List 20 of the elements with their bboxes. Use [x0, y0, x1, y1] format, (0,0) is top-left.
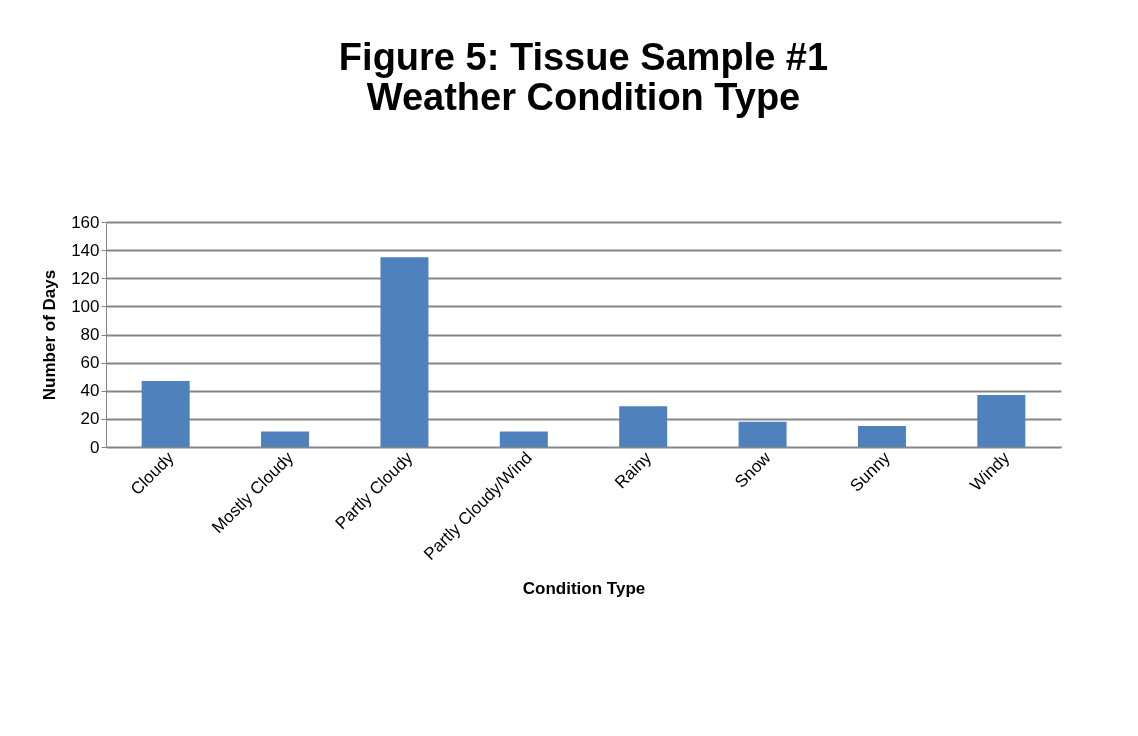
bar [619, 406, 668, 447]
chart-title: Figure 5: Tissue Sample #1 Weather Condition Type [338, 36, 829, 118]
bar [857, 425, 906, 447]
x-axis-title: Condition Type [522, 579, 646, 599]
y-tick-label: 80 [80, 325, 100, 344]
y-tick-label: 40 [80, 381, 100, 401]
bar [738, 421, 787, 447]
bar [380, 257, 429, 447]
y-tick-label: 140 [71, 240, 100, 260]
bar [977, 394, 1026, 447]
y-tick-label: 20 [80, 409, 100, 429]
y-tick-label: 0 [90, 437, 100, 457]
y-tick-label: 160 [71, 212, 100, 232]
bar [141, 380, 190, 447]
bar [261, 431, 310, 447]
y-tick-label: 60 [80, 353, 100, 373]
y-tick-label: 100 [71, 296, 100, 316]
y-axis-title: Number of Days [40, 269, 60, 401]
bar [499, 431, 548, 447]
y-tick-label: 120 [71, 268, 100, 288]
